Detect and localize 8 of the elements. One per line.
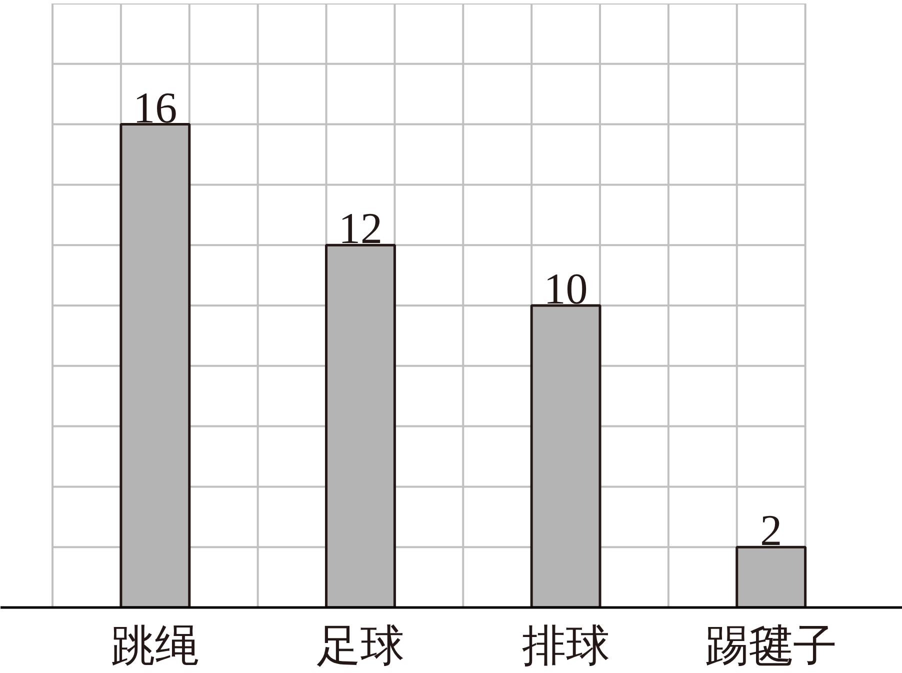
data-label: 2 xyxy=(760,506,782,556)
x-tick-label: 排球 xyxy=(522,622,610,670)
x-tick-label: 踢毽子 xyxy=(705,622,838,670)
x-tick-label: 跳绳 xyxy=(111,622,200,670)
data-label: 16 xyxy=(133,83,178,132)
data-label: 12 xyxy=(338,204,382,254)
x-tick-label: 足球 xyxy=(316,622,404,670)
data-label: 10 xyxy=(544,264,588,314)
